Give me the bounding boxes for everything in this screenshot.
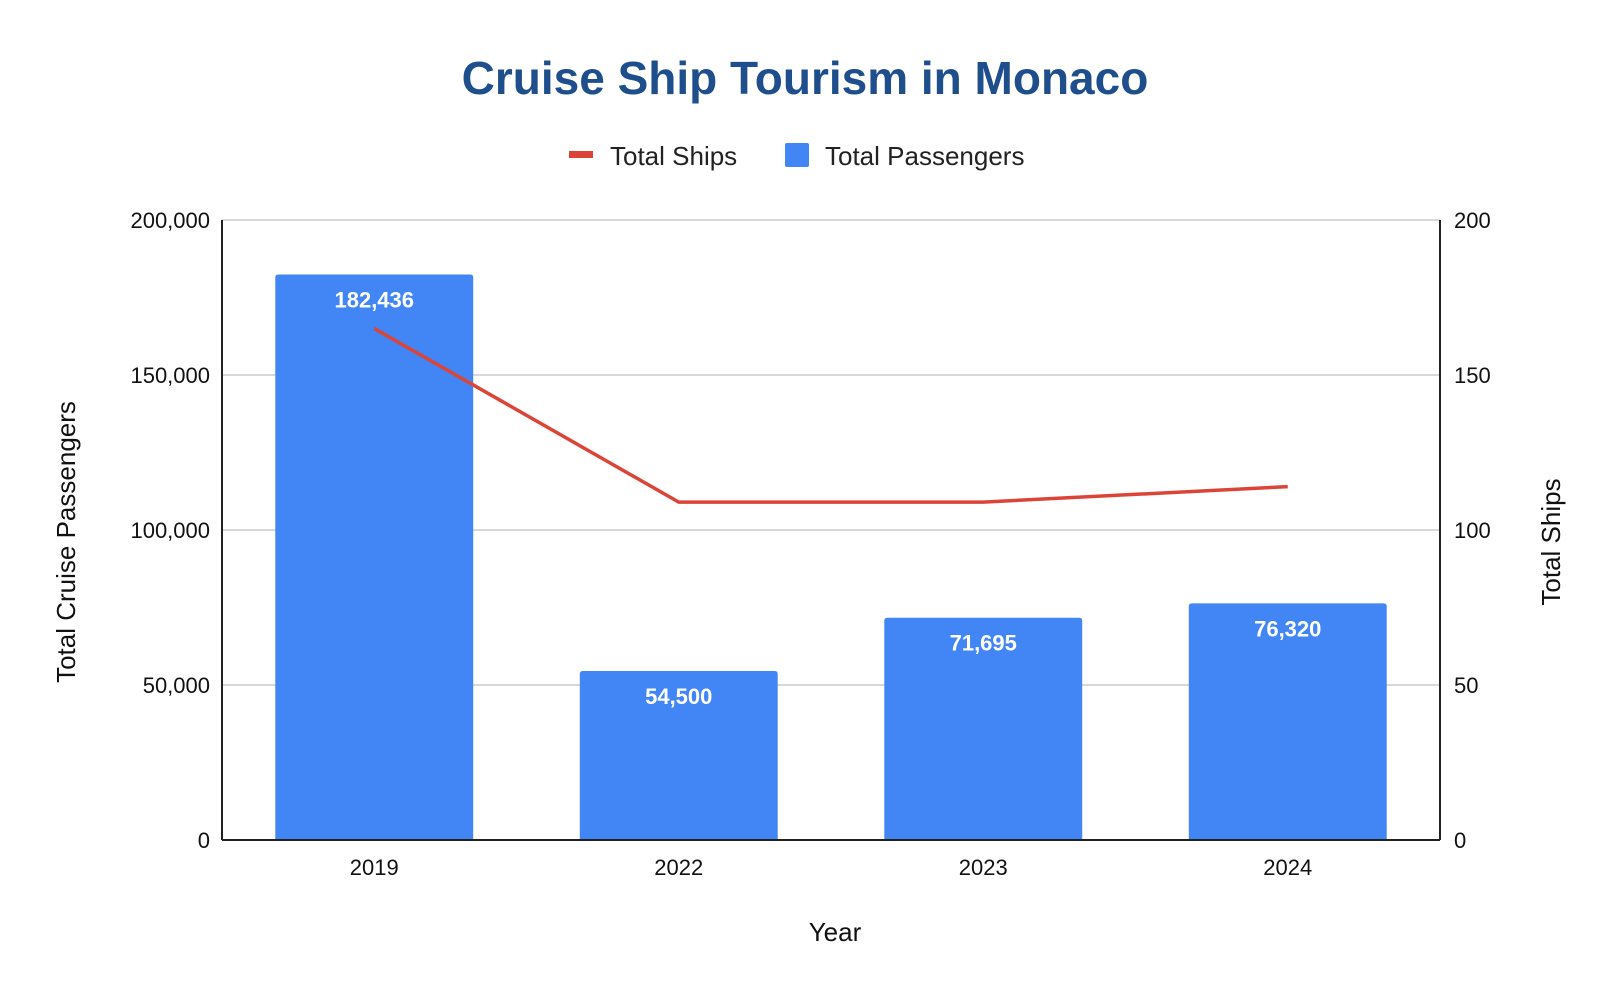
y2-tick-label: 200: [1454, 208, 1491, 233]
y2-tick-label: 50: [1454, 673, 1478, 698]
line-series: [373, 326, 1288, 504]
bar-data-label: 54,500: [645, 684, 712, 709]
bar: [275, 274, 474, 841]
y2-tick-label: 0: [1454, 828, 1466, 853]
right-axis-ticks: 0 50 100 150 200: [1454, 208, 1491, 853]
y-tick-label: 50,000: [143, 673, 210, 698]
bar: [1188, 603, 1387, 840]
x-tick-label: 2023: [959, 855, 1008, 880]
bar-data-label: 182,436: [334, 287, 414, 312]
chart-title: Cruise Ship Tourism in Monaco: [462, 52, 1149, 104]
x-axis-title: Year: [809, 917, 862, 947]
x-axis-ticks: 2019 2022 2023 2024: [350, 855, 1312, 880]
data-labels: 182,436 54,500 71,695 76,320: [334, 287, 1321, 709]
legend-swatch-total-passengers: [785, 143, 809, 167]
left-axis-ticks: 0 50,000 100,000 150,000 200,000: [130, 208, 210, 853]
bar-data-label: 71,695: [950, 631, 1017, 656]
y-tick-label: 0: [198, 828, 210, 853]
bar: [884, 617, 1083, 840]
y-tick-label: 200,000: [130, 208, 210, 233]
y2-tick-label: 100: [1454, 518, 1491, 543]
bar-data-label: 76,320: [1254, 616, 1321, 641]
legend-label-total-passengers: Total Passengers: [825, 141, 1024, 171]
bar-series: [275, 274, 1387, 841]
y-axis-title: Total Cruise Passengers: [51, 401, 81, 683]
y2-axis-title: Total Ships: [1536, 478, 1566, 605]
x-tick-label: 2022: [654, 855, 703, 880]
axes: [221, 220, 1441, 841]
legend-swatch-total-ships: [569, 151, 593, 158]
x-tick-label: 2024: [1263, 855, 1312, 880]
legend-label-total-ships: Total Ships: [610, 141, 737, 171]
x-tick-label: 2019: [350, 855, 399, 880]
ships-line: [373, 326, 1288, 504]
chart-legend: Total Ships Total Passengers: [569, 141, 1024, 171]
bar: [579, 671, 778, 840]
y-tick-label: 100,000: [130, 518, 210, 543]
y2-tick-label: 150: [1454, 363, 1491, 388]
y-tick-label: 150,000: [130, 363, 210, 388]
